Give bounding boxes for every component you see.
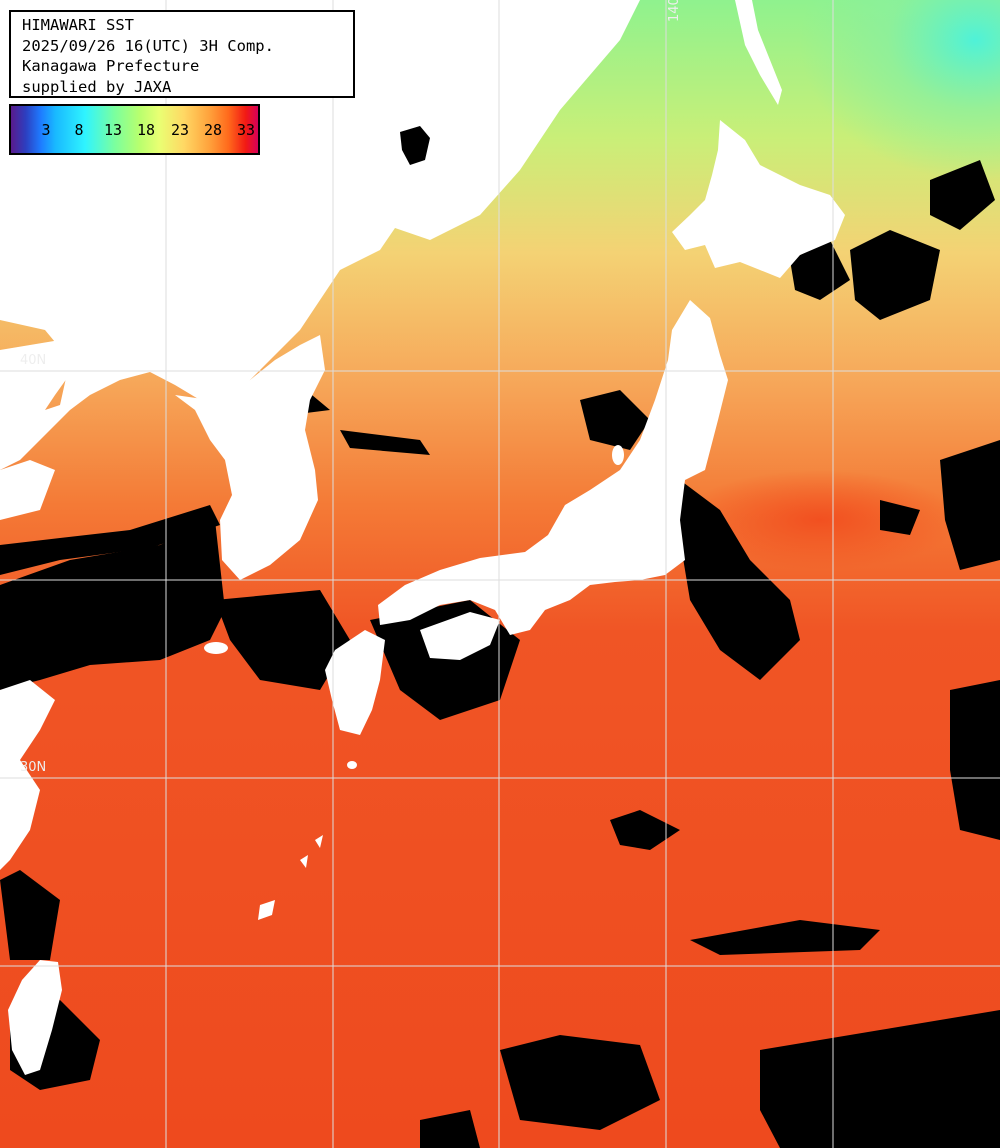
scale-label-3: 3: [41, 121, 51, 139]
scale-label-18: 18: [136, 121, 156, 139]
scale-label-8: 8: [74, 121, 84, 139]
map-title: HIMAWARI SST: [22, 16, 134, 34]
land-islet: [347, 761, 357, 769]
map-credit: supplied by JAXA: [22, 77, 172, 96]
cloud-islet: [400, 126, 430, 165]
lon-label-140e: 140E: [667, 0, 682, 22]
scale-label-23: 23: [170, 121, 190, 139]
land-china-south: [0, 680, 55, 870]
scale-label-13: 13: [103, 121, 123, 139]
land-jeju: [204, 642, 228, 654]
lat-label-40n: 40N: [20, 353, 47, 368]
land-taiwan: [8, 960, 62, 1075]
land-shikoku: [420, 612, 500, 660]
scale-label-33: 33: [236, 121, 256, 139]
land-china-coast: [0, 460, 55, 520]
map-datetime: 2025/09/26 16(UTC) 3H Comp.: [22, 36, 274, 55]
info-box: HIMAWARI SST 2025/09/26 16(UTC) 3H Comp.…: [9, 10, 355, 98]
sea-warm-east: [680, 470, 960, 570]
land-ryukyu: [258, 835, 323, 920]
map-region: Kanagawa Prefecture: [22, 57, 200, 75]
land-hokkaido: [672, 120, 845, 278]
color-scale-legend: 3 8 13 18 23 28 33: [9, 104, 260, 155]
scale-label-28: 28: [203, 121, 223, 139]
land-sakhalin: [735, 0, 782, 105]
lat-label-30n: 30N: [20, 760, 47, 775]
land-sado: [612, 445, 624, 465]
land-kyushu: [325, 630, 385, 735]
scale-labels: 3 8 13 18 23 28 33: [11, 121, 258, 141]
land-korea: [175, 335, 325, 580]
land-honshu: [378, 300, 728, 635]
